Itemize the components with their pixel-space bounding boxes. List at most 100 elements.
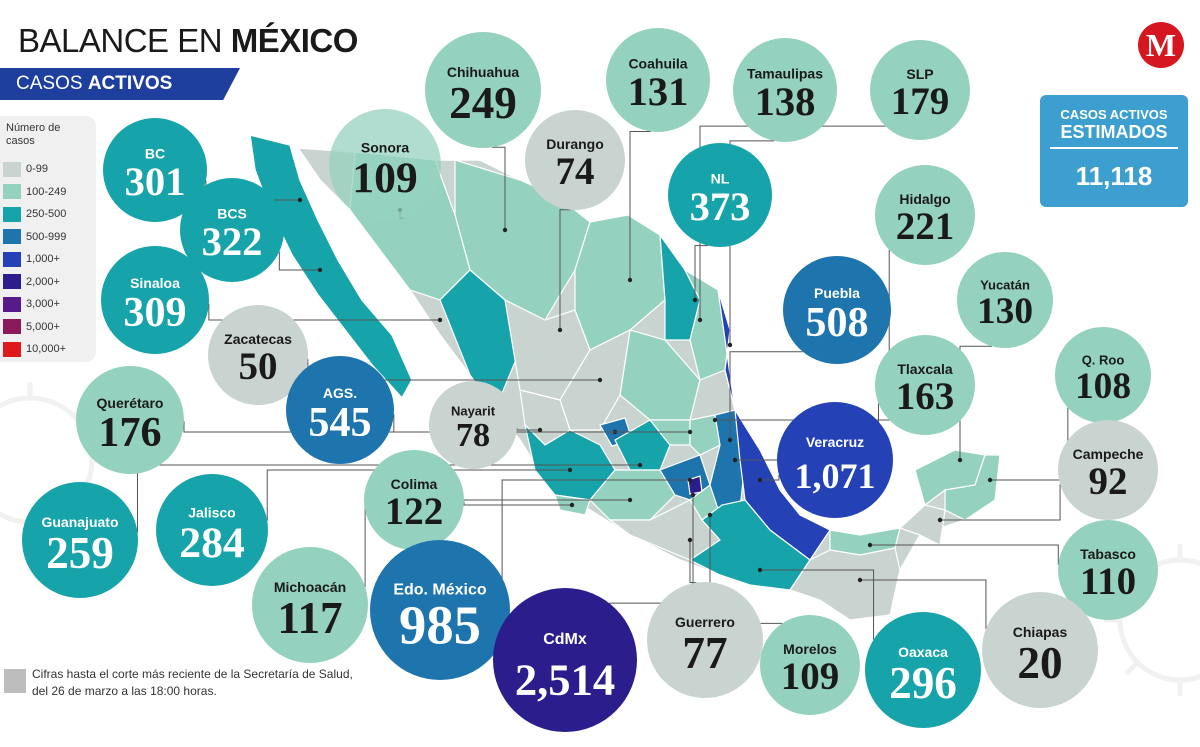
- bubble-labels: BC301BCS322Sonora109Chihuahua249Coahuila…: [41, 56, 1143, 708]
- bubble-state-name: Yucatán: [980, 277, 1030, 292]
- footnote-text: Cifras hasta el corte más reciente de la…: [32, 667, 353, 698]
- subtitle-part2: ACTIVOS: [87, 73, 173, 94]
- legend-item: 100-249: [3, 182, 66, 202]
- estimated-cases-box: CASOS ACTIVOS ESTIMADOS 11,118: [1040, 95, 1188, 207]
- legend-label: 250-500: [26, 208, 67, 220]
- leader-line: [729, 351, 803, 440]
- leader-dot: [687, 537, 693, 543]
- bubble: [286, 356, 394, 464]
- bubble-value: 296: [889, 658, 957, 708]
- estimated-value: 11,118: [1075, 161, 1153, 191]
- leader-line: [183, 421, 690, 433]
- leader-dot: [437, 317, 443, 323]
- bubble-state-name: Hidalgo: [899, 191, 950, 207]
- leader-line: [278, 251, 320, 271]
- bubbles: [22, 28, 1158, 732]
- bubble-state-name: Colima: [391, 476, 438, 492]
- legend-label: 3,000+: [26, 298, 60, 310]
- leader-line: [729, 140, 775, 345]
- leader-dot: [957, 457, 963, 463]
- bubble: [493, 588, 637, 732]
- bubble-state-name: Jalisco: [188, 505, 235, 521]
- bubble-value: 130: [977, 291, 1033, 332]
- leader-line: [870, 544, 1059, 565]
- leader-dot: [567, 467, 573, 473]
- bubble-state-name: Zacatecas: [224, 331, 292, 347]
- legend-item: 0-99: [3, 159, 48, 179]
- bubble: [1058, 520, 1158, 620]
- bubble-state-name: Oaxaca: [898, 644, 948, 660]
- footnote-marker: [4, 669, 26, 693]
- leader-line: [689, 540, 697, 584]
- bubble: [1055, 327, 1151, 423]
- bubble-state-name: Querétaro: [97, 395, 164, 411]
- bubble-value: 163: [896, 375, 955, 418]
- leader-dot: [537, 427, 543, 433]
- bubble-value: 309: [123, 289, 186, 336]
- leader-dot: [727, 437, 733, 443]
- bubble-state-name: Veracruz: [806, 434, 864, 450]
- state-region: [789, 547, 901, 621]
- bubble: [875, 165, 975, 265]
- legend-label: 2,000+: [26, 275, 60, 288]
- bubble-state-name: Sinaloa: [130, 275, 180, 291]
- state-region: [689, 414, 721, 456]
- bubble-state-name: Chiapas: [1013, 624, 1068, 640]
- bubble-state-name: Tabasco: [1080, 546, 1136, 562]
- legend-swatch: [3, 184, 21, 199]
- bubble-value: 109: [352, 154, 418, 202]
- bubble: [180, 178, 284, 282]
- legend-title: Número de casos: [6, 122, 61, 147]
- bubble-value: 138: [755, 79, 816, 124]
- bubble-value: 301: [125, 159, 186, 204]
- bubble-state-name: Campeche: [1073, 446, 1144, 462]
- milenio-logo: M: [1138, 22, 1184, 68]
- leader-line: [516, 428, 540, 431]
- leader-dot: [502, 227, 508, 233]
- bubble-value: 249: [449, 78, 517, 128]
- bubble: [156, 474, 268, 586]
- bubble-state-name: Coahuila: [628, 56, 687, 72]
- title-part2: MÉXICO: [230, 22, 359, 59]
- legend-swatch: [3, 296, 21, 312]
- bubble-value: 985: [399, 595, 481, 656]
- virus-spike: [1124, 660, 1140, 676]
- bubble: [760, 615, 860, 715]
- leader-dot: [627, 497, 633, 503]
- bubble-value: 284: [179, 519, 245, 567]
- legend-swatch: [3, 161, 21, 177]
- bubble-value: 131: [628, 69, 689, 114]
- estimated-divider: [1050, 147, 1178, 149]
- bubble-state-name: Nayarit: [451, 403, 496, 418]
- bubble-value: 78: [456, 416, 490, 454]
- bubble: [429, 381, 517, 469]
- state-region: [944, 454, 1001, 521]
- bubble-state-name: Michoacán: [274, 579, 346, 595]
- legend-swatch: [3, 274, 21, 289]
- bubble-value: 92: [1089, 460, 1128, 503]
- bubble: [208, 305, 308, 405]
- bubble-state-name: BC: [145, 146, 165, 162]
- bubble: [647, 582, 763, 698]
- leader-line: [629, 130, 651, 280]
- bubble-state-name: SLP: [906, 66, 933, 82]
- legend-swatch: [3, 229, 21, 244]
- bubble: [1058, 420, 1158, 520]
- bubble-value: 77: [682, 628, 727, 678]
- leader-dot: [690, 492, 696, 498]
- bubble-state-name: NL: [711, 171, 730, 187]
- leader-dot: [569, 502, 575, 508]
- leader-dot: [727, 342, 733, 348]
- legend-swatch: [3, 251, 21, 267]
- bubble-value: 109: [781, 655, 840, 698]
- bubble-state-name: Tlaxcala: [897, 361, 952, 377]
- leader-dot: [757, 567, 763, 573]
- leader-line: [208, 303, 440, 321]
- bubble-state-name: Q. Roo: [1082, 352, 1125, 367]
- bubble-state-name: Puebla: [814, 285, 860, 301]
- leader-line: [760, 569, 875, 640]
- legend-swatch: [3, 319, 21, 334]
- legend-label: 10,000+: [26, 343, 67, 355]
- leader-line: [940, 484, 1061, 521]
